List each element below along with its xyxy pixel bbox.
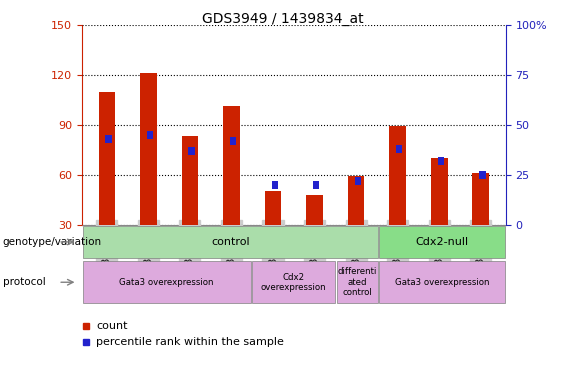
Bar xyxy=(252,261,335,303)
Bar xyxy=(265,191,281,225)
Bar xyxy=(147,131,153,139)
Bar xyxy=(431,158,447,225)
Bar xyxy=(389,126,406,225)
Text: Cdx2
overexpression: Cdx2 overexpression xyxy=(261,273,327,292)
Text: differenti
ated
control: differenti ated control xyxy=(338,267,377,297)
Bar xyxy=(348,176,364,225)
Bar xyxy=(396,145,402,153)
Text: percentile rank within the sample: percentile rank within the sample xyxy=(96,337,284,347)
Bar xyxy=(306,195,323,225)
Bar xyxy=(313,181,319,189)
Bar xyxy=(337,261,377,303)
Bar xyxy=(479,171,485,179)
Bar xyxy=(181,136,198,225)
Text: control: control xyxy=(211,237,250,247)
Text: Gata3 overexpression: Gata3 overexpression xyxy=(395,278,489,287)
Bar xyxy=(380,226,505,258)
Bar xyxy=(355,177,361,185)
Bar xyxy=(230,137,236,145)
Bar xyxy=(223,106,240,225)
Bar xyxy=(272,181,278,189)
Bar xyxy=(189,147,195,155)
Bar xyxy=(106,135,112,143)
Bar xyxy=(98,91,115,225)
Text: protocol: protocol xyxy=(3,277,46,287)
Text: GDS3949 / 1439834_at: GDS3949 / 1439834_at xyxy=(202,12,363,26)
Text: Gata3 overexpression: Gata3 overexpression xyxy=(119,278,214,287)
Text: genotype/variation: genotype/variation xyxy=(3,237,102,247)
Text: Cdx2-null: Cdx2-null xyxy=(415,237,469,247)
Bar xyxy=(82,261,250,303)
Bar xyxy=(140,73,157,225)
Bar xyxy=(438,157,444,165)
Text: count: count xyxy=(96,321,128,331)
Bar xyxy=(472,173,489,225)
Bar xyxy=(380,261,505,303)
Bar xyxy=(82,226,377,258)
